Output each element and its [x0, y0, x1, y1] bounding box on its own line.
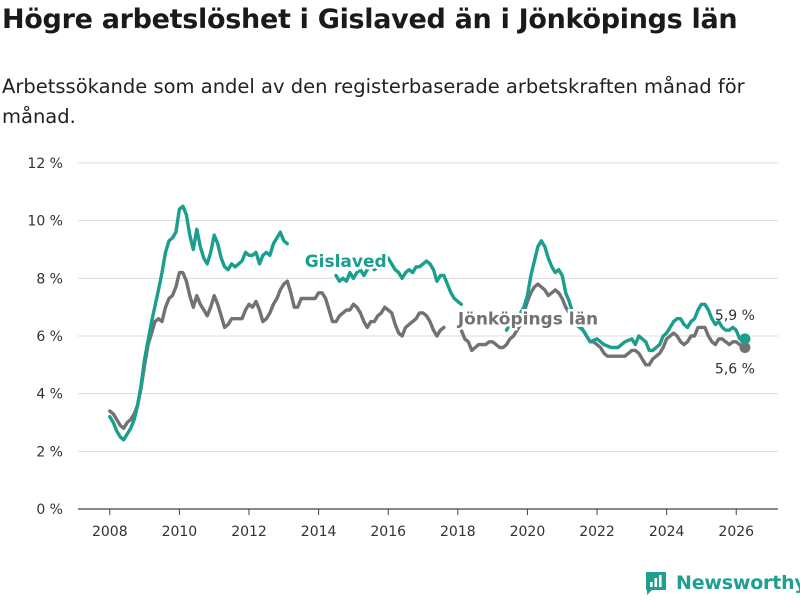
brand-footer[interactable]: Newsworthy	[644, 568, 800, 598]
brand-name: Newsworthy	[676, 572, 800, 594]
y-tick-label: 2 %	[36, 444, 63, 460]
x-tick-label: 2026	[718, 524, 754, 540]
x-tick-label: 2014	[301, 524, 337, 540]
end-value-label: 5,9 %	[715, 308, 755, 324]
line-chart: 0 % 2 % 4 % 6 % 8 % 10 % 12 % 2008 2010 2012 2014 2…	[27, 156, 778, 540]
y-tick-label: 8 %	[36, 271, 63, 287]
series-line-jonkoping	[108, 270, 446, 430]
series-end-point	[739, 342, 751, 354]
y-tick-label: 0 %	[36, 502, 63, 518]
series-end-point	[739, 333, 751, 345]
x-tick-label: 2012	[231, 524, 267, 540]
x-tick-label: 2008	[92, 524, 128, 540]
page-subtitle: Arbetssökande som andel av den registerb…	[2, 75, 745, 128]
newsworthy-logo-icon	[646, 572, 666, 595]
x-tick-label: 2024	[649, 524, 685, 540]
series-line-jonkoping	[459, 282, 747, 367]
series-label-jonkoping: Jönköpings län	[457, 309, 598, 329]
end-value-label: 5,6 %	[715, 362, 755, 378]
y-tick-label: 4 %	[36, 387, 63, 403]
series-line-gislaved	[504, 239, 747, 353]
x-tick-label: 2016	[370, 524, 406, 540]
page-title: Högre arbetslöshet i Gislaved än i Jönkö…	[2, 4, 738, 35]
x-tick-label: 2020	[510, 524, 546, 540]
series-line-gislaved	[108, 204, 289, 442]
series-label-gislaved: Gislaved	[305, 252, 387, 272]
x-tick-label: 2010	[162, 524, 198, 540]
y-tick-label: 6 %	[36, 329, 63, 345]
x-tick-label: 2018	[440, 524, 476, 540]
series-line-gislaved	[334, 256, 463, 306]
y-tick-label: 12 %	[27, 156, 63, 172]
x-tick-label: 2022	[579, 524, 615, 540]
y-tick-label: 10 %	[27, 214, 63, 230]
